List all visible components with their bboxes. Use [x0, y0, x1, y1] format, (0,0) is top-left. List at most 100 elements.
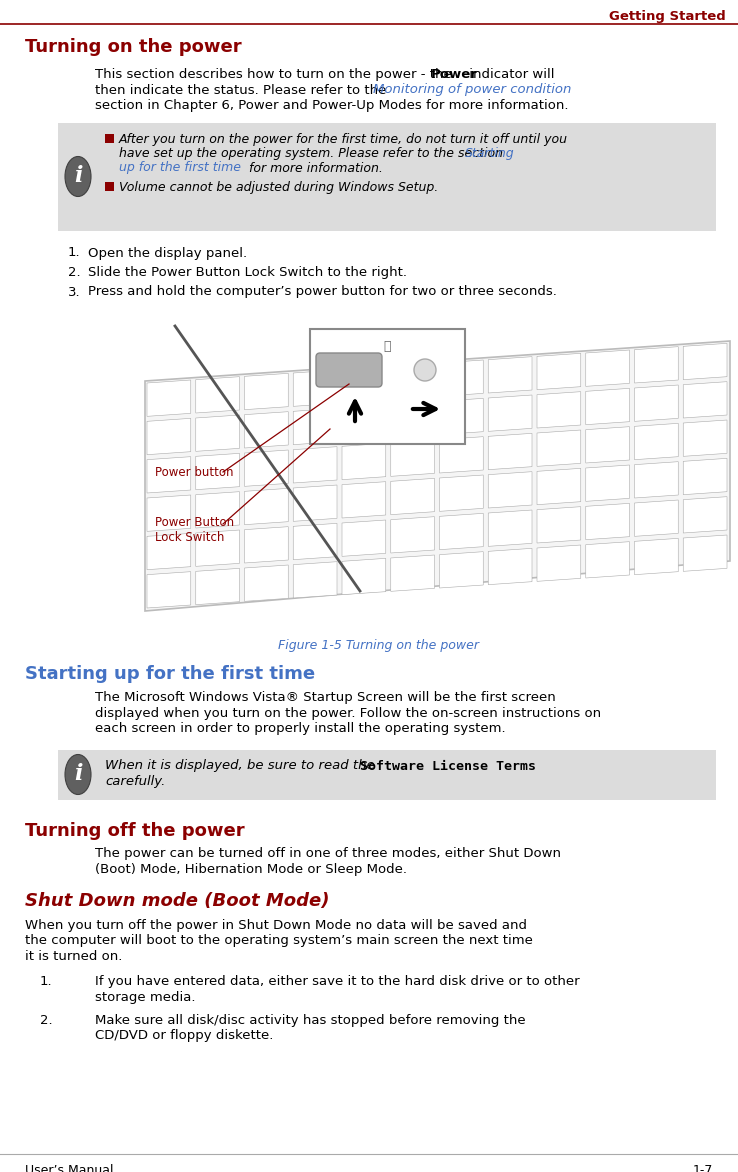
Text: Power: Power	[431, 68, 478, 81]
Polygon shape	[145, 341, 730, 611]
Polygon shape	[537, 391, 581, 428]
Polygon shape	[683, 420, 727, 456]
Polygon shape	[440, 398, 483, 435]
Text: Shut Down mode (Boot Mode): Shut Down mode (Boot Mode)	[25, 893, 329, 911]
Polygon shape	[196, 568, 240, 605]
Text: up for the first time: up for the first time	[119, 162, 241, 175]
Text: After you turn on the power for the first time, do not turn it off until you: After you turn on the power for the firs…	[119, 132, 568, 145]
Polygon shape	[196, 376, 240, 413]
Text: When you turn off the power in Shut Down Mode no data will be saved and: When you turn off the power in Shut Down…	[25, 919, 527, 932]
Polygon shape	[244, 565, 289, 601]
Ellipse shape	[414, 359, 436, 381]
Polygon shape	[196, 530, 240, 566]
Polygon shape	[147, 533, 190, 570]
Polygon shape	[342, 558, 386, 594]
Polygon shape	[586, 503, 630, 539]
Polygon shape	[440, 552, 483, 588]
Polygon shape	[196, 492, 240, 529]
Polygon shape	[489, 548, 532, 585]
Text: Turning off the power: Turning off the power	[25, 822, 244, 839]
Text: carefully.: carefully.	[105, 775, 165, 788]
Polygon shape	[683, 458, 727, 495]
Polygon shape	[293, 370, 337, 407]
Text: displayed when you turn on the power. Follow the on-screen instructions on: displayed when you turn on the power. Fo…	[95, 707, 601, 720]
Polygon shape	[440, 475, 483, 511]
Polygon shape	[390, 517, 435, 553]
Text: i: i	[74, 164, 82, 186]
Text: Press and hold the computer’s power button for two or three seconds.: Press and hold the computer’s power butt…	[88, 286, 557, 299]
Polygon shape	[293, 408, 337, 444]
Polygon shape	[293, 561, 337, 598]
Text: for more information.: for more information.	[245, 162, 383, 175]
Text: 2.: 2.	[40, 1014, 52, 1027]
Text: it is turned on.: it is turned on.	[25, 949, 123, 962]
Polygon shape	[537, 506, 581, 543]
Polygon shape	[489, 434, 532, 470]
Text: Make sure all disk/disc activity has stopped before removing the: Make sure all disk/disc activity has sto…	[95, 1014, 525, 1027]
Text: The Microsoft Windows Vista® Startup Screen will be the first screen: The Microsoft Windows Vista® Startup Scr…	[95, 691, 556, 704]
Ellipse shape	[65, 157, 91, 197]
Text: Power Button
Lock Switch: Power Button Lock Switch	[155, 516, 234, 544]
Polygon shape	[489, 510, 532, 546]
Bar	[105, 134, 114, 143]
Polygon shape	[293, 524, 337, 560]
Polygon shape	[537, 353, 581, 389]
Text: Figure 1-5 Turning on the power: Figure 1-5 Turning on the power	[278, 639, 480, 652]
Polygon shape	[196, 415, 240, 451]
Polygon shape	[683, 343, 727, 380]
Text: 1.: 1.	[68, 246, 80, 259]
Polygon shape	[244, 374, 289, 410]
Text: (Boot) Mode, Hibernation Mode or Sleep Mode.: (Boot) Mode, Hibernation Mode or Sleep M…	[95, 863, 407, 875]
Text: CD/DVD or floppy diskette.: CD/DVD or floppy diskette.	[95, 1029, 273, 1043]
Polygon shape	[342, 443, 386, 479]
Polygon shape	[635, 386, 678, 421]
Text: Starting up for the first time: Starting up for the first time	[25, 665, 315, 683]
Text: have set up the operating system. Please refer to the section: have set up the operating system. Please…	[119, 146, 507, 161]
Text: If you have entered data, either save it to the hard disk drive or to other: If you have entered data, either save it…	[95, 975, 579, 988]
Text: Slide the Power Button Lock Switch to the right.: Slide the Power Button Lock Switch to th…	[88, 266, 407, 279]
Polygon shape	[244, 489, 289, 525]
Polygon shape	[683, 497, 727, 533]
Text: each screen in order to properly install the operating system.: each screen in order to properly install…	[95, 722, 506, 735]
Polygon shape	[489, 471, 532, 507]
Text: then indicate the status. Please refer to the: then indicate the status. Please refer t…	[95, 83, 390, 96]
Polygon shape	[147, 495, 190, 531]
Polygon shape	[440, 437, 483, 473]
Polygon shape	[390, 363, 435, 400]
Text: This section describes how to turn on the power - the: This section describes how to turn on th…	[95, 68, 456, 81]
Polygon shape	[293, 447, 337, 483]
Text: Turning on the power: Turning on the power	[25, 38, 241, 56]
Polygon shape	[147, 457, 190, 493]
Polygon shape	[147, 572, 190, 608]
Polygon shape	[489, 356, 532, 393]
Text: 1.: 1.	[40, 975, 52, 988]
Polygon shape	[635, 423, 678, 459]
FancyBboxPatch shape	[316, 353, 382, 387]
Polygon shape	[147, 380, 190, 416]
Text: ⏻: ⏻	[383, 341, 390, 354]
Polygon shape	[635, 462, 678, 498]
Polygon shape	[244, 450, 289, 486]
Text: i: i	[74, 763, 82, 784]
Text: indicator will: indicator will	[465, 68, 554, 81]
Polygon shape	[390, 556, 435, 592]
Polygon shape	[244, 526, 289, 563]
Polygon shape	[342, 367, 386, 403]
Polygon shape	[390, 440, 435, 476]
Text: 2.: 2.	[68, 266, 80, 279]
Text: Open the display panel.: Open the display panel.	[88, 246, 247, 259]
Polygon shape	[586, 350, 630, 387]
Polygon shape	[586, 541, 630, 578]
Bar	[58, 750, 716, 799]
Polygon shape	[489, 395, 532, 431]
Polygon shape	[196, 454, 240, 490]
Polygon shape	[537, 469, 581, 505]
Text: When it is displayed, be sure to read the: When it is displayed, be sure to read th…	[105, 759, 379, 772]
Text: User’s Manual: User’s Manual	[25, 1164, 114, 1172]
Polygon shape	[390, 478, 435, 515]
Polygon shape	[342, 482, 386, 518]
Polygon shape	[635, 538, 678, 574]
Bar	[58, 123, 716, 231]
Polygon shape	[635, 347, 678, 383]
Polygon shape	[440, 513, 483, 550]
